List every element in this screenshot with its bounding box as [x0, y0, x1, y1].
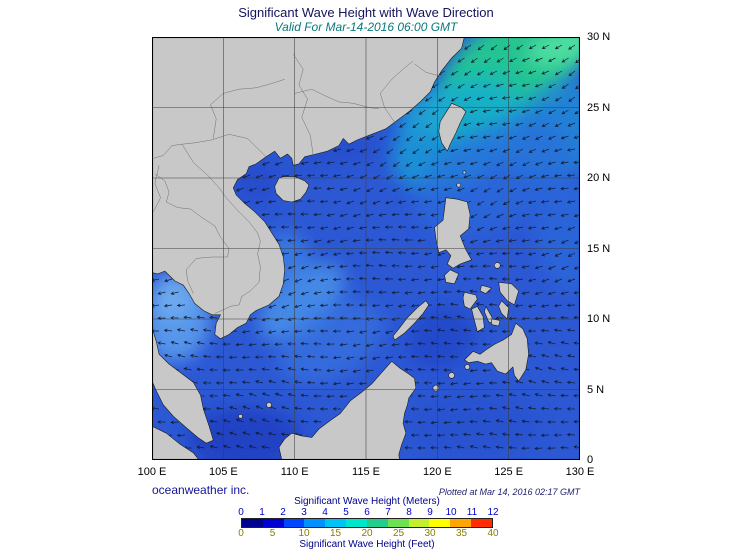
feet-tick: 15 [329, 528, 342, 539]
lat-label: 20 N [587, 172, 611, 184]
lon-label: 105 E [208, 466, 238, 478]
map-container [151, 36, 581, 461]
colorbar-meters-ticks: 0 1 2 3 4 5 6 7 8 9 10 11 12 [238, 507, 498, 518]
land-layer [152, 37, 529, 460]
chart-title: Significant Wave Height with Wave Direct… [238, 5, 494, 20]
feet-tick: 10 [298, 528, 310, 539]
colorbar-feet-ticks: 0 5 10 15 20 25 30 35 40 [238, 528, 498, 539]
lat-label: 0 [587, 454, 594, 466]
feet-tick: 35 [455, 528, 468, 539]
colorbar-segment [262, 519, 284, 527]
lon-label: 100 E [137, 466, 167, 478]
meters-tick: 9 [427, 507, 433, 518]
credit-text: oceanweather inc. [152, 483, 250, 497]
colorbar-segment [283, 519, 305, 527]
feet-tick: 5 [269, 528, 276, 539]
meters-tick: 11 [466, 507, 478, 518]
meters-tick: 2 [280, 507, 286, 518]
lat-label: 25 N [587, 101, 611, 114]
meters-tick: 6 [364, 507, 370, 518]
meters-tick: 7 [385, 507, 391, 518]
feet-tick: 30 [424, 528, 436, 539]
colorbar-segment [429, 519, 451, 527]
lon-label: 115 E [352, 466, 380, 478]
colorbar-segment [242, 519, 263, 527]
meters-tick: 0 [238, 507, 244, 518]
lat-label: 5 N [587, 383, 605, 396]
chart-subtitle: Valid For Mar-14-2016 06:00 GMT [274, 20, 458, 34]
lon-label: 120 E [422, 466, 452, 478]
plotted-timestamp: Plotted at Mar 14, 2016 02:17 GMT [438, 487, 580, 497]
feet-tick: 0 [238, 528, 244, 539]
colorbar-title-meters: Significant Wave Height (Meters) [294, 496, 440, 507]
colorbar-gradient [241, 518, 493, 528]
meters-tick: 4 [322, 507, 328, 518]
meters-tick: 5 [343, 507, 349, 518]
wave-direction-arrows [152, 44, 580, 451]
colorbar-segment [304, 519, 326, 527]
meters-tick: 1 [259, 507, 265, 518]
lon-label: 110 E [280, 466, 309, 478]
colorbar-segment [366, 519, 388, 527]
colorbar-title-feet: Significant Wave Height (Feet) [299, 539, 435, 550]
feet-tick: 20 [361, 528, 373, 539]
lon-label: 125 E [494, 466, 524, 478]
lat-label: 30 N [587, 31, 611, 43]
lat-label: 15 N [587, 242, 611, 255]
colorbar-segment [471, 519, 492, 527]
meters-tick: 3 [301, 507, 307, 518]
colorbar-segment [346, 519, 367, 527]
colorbar-segment [450, 519, 472, 527]
map-border [151, 36, 581, 461]
feet-tick: 25 [392, 528, 405, 539]
meters-tick: 12 [487, 507, 499, 518]
meters-tick: 10 [445, 507, 457, 518]
lon-label: 130 E [565, 466, 595, 478]
colorbar-segment [387, 519, 409, 527]
colorbar-segment [325, 519, 347, 527]
colorbar-segment [408, 519, 430, 527]
map-canvas [151, 36, 581, 461]
grid-layer [152, 37, 580, 460]
feet-tick: 40 [487, 528, 499, 539]
lat-label: 10 N [587, 313, 611, 325]
meters-tick: 8 [406, 507, 412, 518]
